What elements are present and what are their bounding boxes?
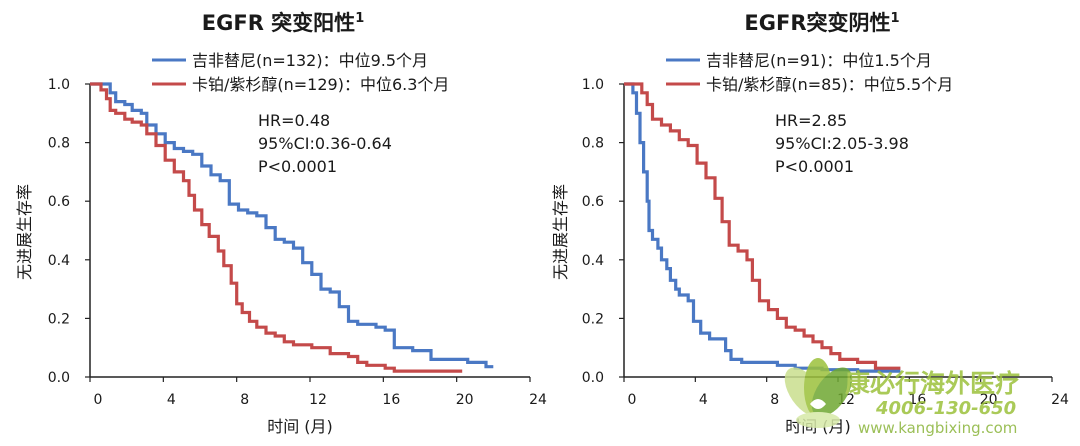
y-tick-label: 1.0: [48, 77, 70, 93]
watermark: 康必行海外医疗 4006-130-650 www.kangbixing.com: [784, 358, 1020, 437]
km-curve-carboplatin-paclitaxel: [90, 82, 463, 373]
stat-ci: 95%CI:2.05-3.98: [775, 134, 909, 153]
x-tick-label: 16: [382, 392, 400, 408]
stat-p: P<0.0001: [775, 157, 854, 176]
y-tick-label: 0.6: [582, 194, 604, 210]
legend-label-gefitinib: 吉非替尼(n=132)：中位9.5个月: [192, 51, 428, 70]
y-tick-label: 0.8: [48, 136, 70, 152]
stat-hr: HR=2.85: [775, 111, 847, 130]
y-tick-label: 1.0: [582, 77, 604, 93]
y-tick-label: 0.0: [582, 370, 604, 386]
legend-label-carboplatin: 卡铂/紫杉醇(n=129)：中位6.3个月: [192, 75, 449, 94]
stat-hr: HR=0.48: [258, 111, 330, 130]
x-tick-label: 20: [980, 392, 998, 408]
chart-panel-egfr-positive: EGFR 突变阳性1 吉非替尼(n=132)：中位9.5个月 卡铂/紫杉醇(n=…: [15, 11, 547, 436]
x-tick-label: 20: [456, 392, 474, 408]
x-tick-label: 8: [240, 392, 249, 408]
y-tick-label: 0.4: [582, 253, 604, 269]
x-tick-label: 24: [1051, 392, 1069, 408]
y-tick-label: 0.2: [582, 311, 604, 327]
y-tick-label: 0.4: [48, 253, 70, 269]
y-tick-label: 0.6: [48, 194, 70, 210]
x-tick-label: 16: [908, 392, 926, 408]
x-tick-label: 8: [770, 392, 779, 408]
x-tick-label: 4: [167, 392, 176, 408]
km-curve-gefitinib: [624, 82, 901, 373]
watermark-url: www.kangbixing.com: [858, 419, 1017, 437]
stat-p: P<0.0001: [258, 157, 337, 176]
leaf-logo-icon: [784, 358, 853, 428]
x-tick-label: 4: [699, 392, 708, 408]
km-curve-gefitinib: [90, 82, 494, 369]
y-tick-label: 0.8: [582, 136, 604, 152]
y-tick-label: 0.2: [48, 311, 70, 327]
x-tick-label: 0: [628, 392, 637, 408]
x-axis-label: 时间 (月): [267, 417, 333, 436]
x-tick-label: 24: [529, 392, 547, 408]
legend-label-gefitinib: 吉非替尼(n=91)：中位1.5个月: [706, 51, 932, 70]
km-curve-carboplatin-paclitaxel: [624, 82, 901, 370]
legend-label-carboplatin: 卡铂/紫杉醇(n=85)：中位5.5个月: [706, 75, 953, 94]
stat-ci: 95%CI:0.36-0.64: [258, 134, 392, 153]
y-axis-label: 无进展生存率: [15, 184, 34, 280]
x-tick-label: 0: [94, 392, 103, 408]
chart-title: EGFR 突变阳性1: [202, 11, 364, 35]
y-tick-label: 0.0: [48, 370, 70, 386]
x-tick-label: 12: [309, 392, 327, 408]
watermark-brand: 康必行海外医疗: [845, 369, 1020, 398]
chart-title: EGFR突变阴性1: [744, 11, 899, 35]
plot-area: 0.00.20.40.60.81.00 4 8 12 16 20 24: [582, 77, 1069, 408]
watermark-phone: 4006-130-650: [875, 398, 1016, 419]
plot-area: 0.0 0.2 0.4 0.6 0.8 1.0 0 4 8 12 16 20 24: [48, 77, 547, 408]
y-axis-label: 无进展生存率: [551, 184, 570, 280]
